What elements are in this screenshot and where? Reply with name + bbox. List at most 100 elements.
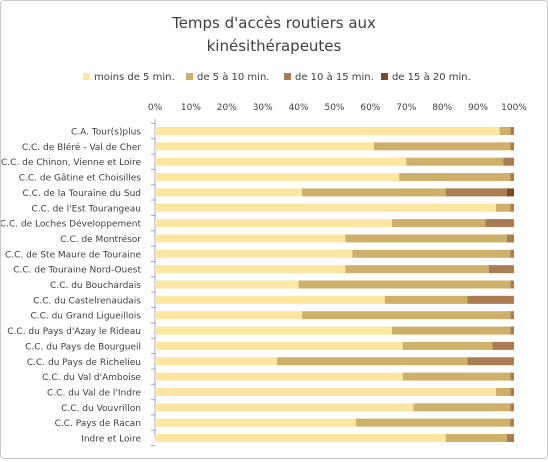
bar-segment	[485, 219, 514, 228]
legend-label: de 10 à 15 min.	[295, 71, 374, 83]
bar-row	[155, 434, 514, 442]
bar-segment	[510, 418, 514, 427]
y-category-label: C.A. Tour(s)plus	[71, 128, 141, 138]
bar-segment	[155, 265, 346, 274]
bar-segment	[510, 173, 514, 182]
y-category-label: C.C. de Ste Maure de Touraine	[5, 250, 141, 260]
y-category-label: C.C. de Loches Développement	[1, 219, 141, 230]
bar-segment	[298, 280, 511, 289]
bar-row	[155, 249, 514, 258]
bar-segment	[510, 280, 514, 289]
bar-row	[155, 357, 514, 366]
bar-segment	[406, 157, 504, 166]
legend-swatch	[284, 73, 291, 80]
legend-label: de 15 à 20 min.	[392, 71, 471, 83]
bar-row	[155, 418, 514, 427]
x-tick-label: 90%	[468, 103, 488, 113]
bar-segment	[391, 219, 486, 228]
bar-segment	[155, 234, 346, 243]
bar-row	[155, 341, 514, 350]
bar-row	[155, 234, 514, 243]
chart-title: Temps d'accès routiers aux kinésithérape…	[171, 14, 376, 55]
bar-segment	[155, 203, 497, 212]
bar-row	[155, 203, 514, 212]
bar-segment	[155, 157, 407, 166]
x-tick-label: 0%	[148, 103, 163, 113]
bar-row	[155, 403, 514, 412]
bar-segment	[352, 249, 511, 258]
bar-segment	[503, 157, 514, 166]
bar-row	[155, 188, 514, 197]
legend-item: de 10 à 15 min.	[284, 71, 374, 83]
x-tick-label: 40%	[289, 103, 309, 113]
chart-legend: moins de 5 min. de 5 à 10 min. de 10 à 15 …	[83, 71, 471, 83]
legend-swatch	[83, 73, 90, 80]
bar-row	[155, 311, 514, 320]
y-category-label: Indre et Loire	[81, 435, 141, 445]
bar-row	[155, 295, 514, 304]
bar-segment	[467, 295, 514, 304]
bar-segment	[496, 387, 511, 396]
y-category-label: C.C. de Gâtine et Choisilles	[19, 174, 142, 184]
legend-label: moins de 5 min.	[94, 72, 175, 83]
bar-segment	[402, 341, 493, 350]
bar-segment	[467, 357, 514, 366]
bar-segment	[510, 203, 514, 212]
y-category-label: C.C. du Pays d'Azay le Rideau	[7, 327, 141, 337]
bar-segment	[391, 326, 511, 335]
bar-segment	[510, 142, 514, 151]
bar-segment	[510, 403, 514, 412]
y-category-label: C.C. de Montrésor	[60, 234, 141, 245]
y-category-label: C.C. du Val de l'Indre	[47, 388, 141, 398]
x-tick-label: 10%	[181, 103, 201, 113]
bar-segment	[155, 372, 403, 381]
bars	[155, 127, 514, 442]
legend-item: de 15 à 20 min.	[381, 71, 471, 83]
legend-item: moins de 5 min.	[83, 72, 175, 83]
bar-segment	[155, 173, 400, 182]
x-tick-label: 20%	[217, 103, 237, 113]
bar-row	[155, 372, 514, 381]
bar-row	[155, 265, 514, 274]
legend-swatch	[186, 73, 193, 80]
bar-segment	[445, 434, 507, 442]
y-category-label: C.C. du Pays de Richelieu	[27, 358, 141, 368]
x-tick-label: 70%	[396, 103, 416, 113]
bar-segment	[510, 372, 514, 381]
bar-segment	[155, 418, 357, 427]
bar-segment	[155, 295, 385, 304]
bar-segment	[445, 188, 507, 197]
x-axis: 0% 10% 20% 30% 40% 50% 60% 70% 80% 90% 100%	[148, 103, 527, 113]
bar-row	[155, 387, 514, 396]
bar-segment	[277, 357, 468, 366]
y-category-label: C.C. de la Touraine du Sud	[22, 189, 141, 199]
bar-segment	[356, 418, 511, 427]
bar-segment	[413, 403, 511, 412]
x-tick-label: 50%	[324, 103, 344, 113]
bar-segment	[302, 311, 511, 320]
y-category-label: C.C. du Bouchardais	[50, 281, 141, 291]
bar-segment	[402, 372, 511, 381]
bar-segment	[155, 127, 500, 135]
y-category-label: C.C. Pays de Racan	[55, 419, 141, 429]
bar-segment	[499, 127, 511, 135]
bar-segment	[155, 326, 392, 335]
bar-segment	[510, 127, 514, 135]
chart-title-line-2: kinésithérapeutes	[207, 37, 342, 55]
y-category-label: C.C. de Touraine Nord-Ouest	[13, 266, 141, 276]
bar-segment	[510, 249, 514, 258]
bar-segment	[506, 434, 514, 442]
bar-row	[155, 157, 514, 166]
x-tick-label: 60%	[360, 103, 380, 113]
bar-segment	[496, 203, 511, 212]
y-category-label: C.C. de Chinon, Vienne et Loire	[1, 158, 141, 168]
bar-row	[155, 280, 514, 289]
bar-segment	[155, 387, 497, 396]
bar-segment	[302, 188, 446, 197]
bar-segment	[155, 142, 374, 151]
bar-row	[155, 142, 514, 151]
x-tick-label: 100%	[501, 103, 527, 113]
legend-label: de 5 à 10 min.	[197, 71, 269, 83]
